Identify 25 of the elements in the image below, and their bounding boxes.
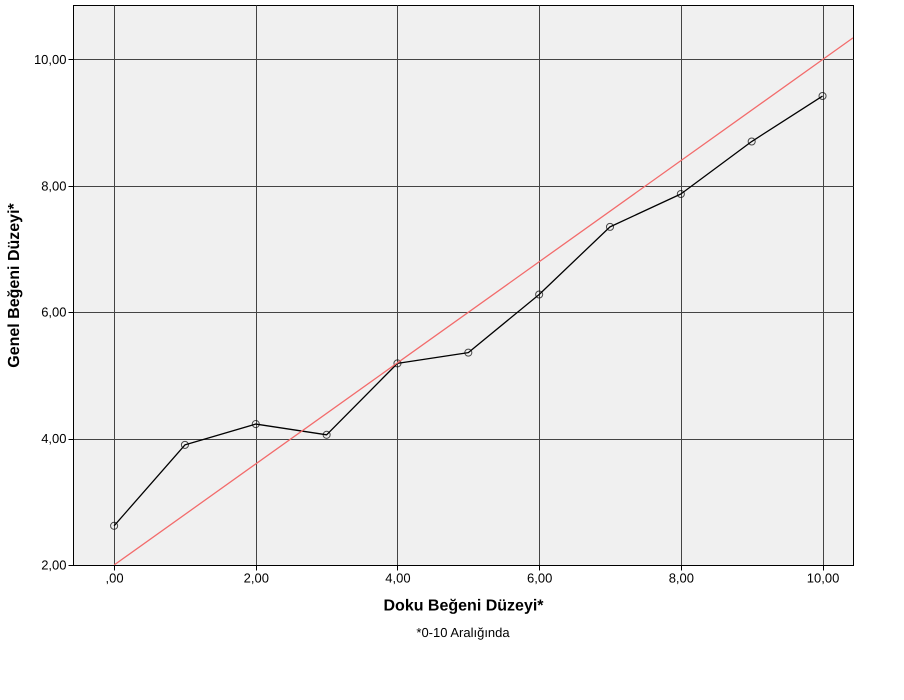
point: [252, 420, 260, 428]
point: [818, 92, 827, 100]
point: [606, 222, 614, 231]
x-tick-label: 10,00: [806, 570, 840, 586]
point: [322, 430, 331, 439]
y-tick-label: 10,00: [34, 52, 66, 67]
y-tick-label: 6,00: [41, 304, 66, 320]
x-tick-label: 2,00: [244, 570, 269, 586]
text: *0-10 Aralığında: [416, 625, 510, 640]
x-tick-label: 4,00: [385, 570, 411, 586]
point: [748, 137, 756, 146]
y-tick-label: 2,00: [41, 558, 66, 572]
y-tick-label: 8,00: [41, 178, 66, 194]
point: [393, 359, 402, 368]
y-tick-label: 4,00: [41, 431, 66, 446]
point: [464, 348, 472, 357]
x-tick-label: ,00: [106, 570, 124, 586]
x-axis-title: Doku Beğeni Düzeyi*: [383, 598, 544, 614]
y-axis-title: Genel Beğeni Düzeyi*: [6, 202, 23, 368]
point: [535, 290, 544, 299]
x-tick-label: 6,00: [527, 570, 552, 586]
point: [180, 440, 189, 449]
point: [676, 190, 685, 198]
point: [110, 522, 118, 530]
x-tick-label: 8,00: [668, 570, 694, 586]
